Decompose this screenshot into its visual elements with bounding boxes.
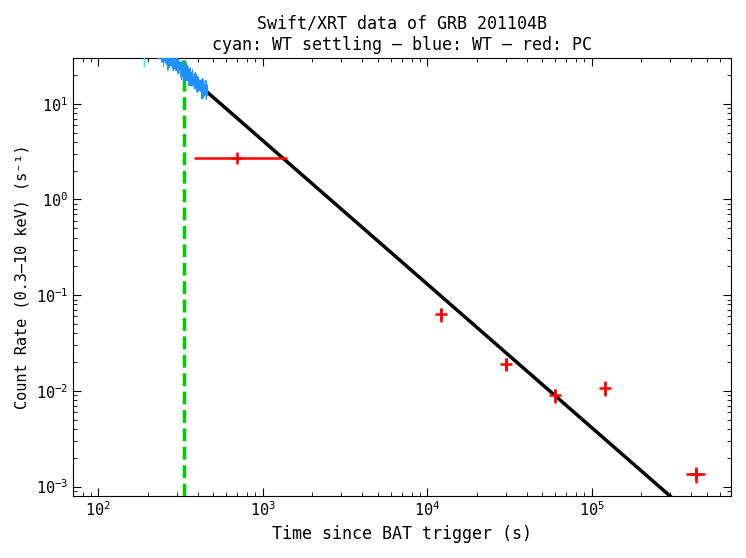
Title: Swift/XRT data of GRB 201104B
cyan: WT settling – blue: WT – red: PC: Swift/XRT data of GRB 201104B cyan: WT s… [212, 15, 592, 54]
Bar [146, 58, 166, 496]
Y-axis label: Count Rate (0.3–10 keV) (s⁻¹): Count Rate (0.3–10 keV) (s⁻¹) [15, 145, 30, 410]
X-axis label: Time since BAT trigger (s): Time since BAT trigger (s) [272, 525, 532, 543]
